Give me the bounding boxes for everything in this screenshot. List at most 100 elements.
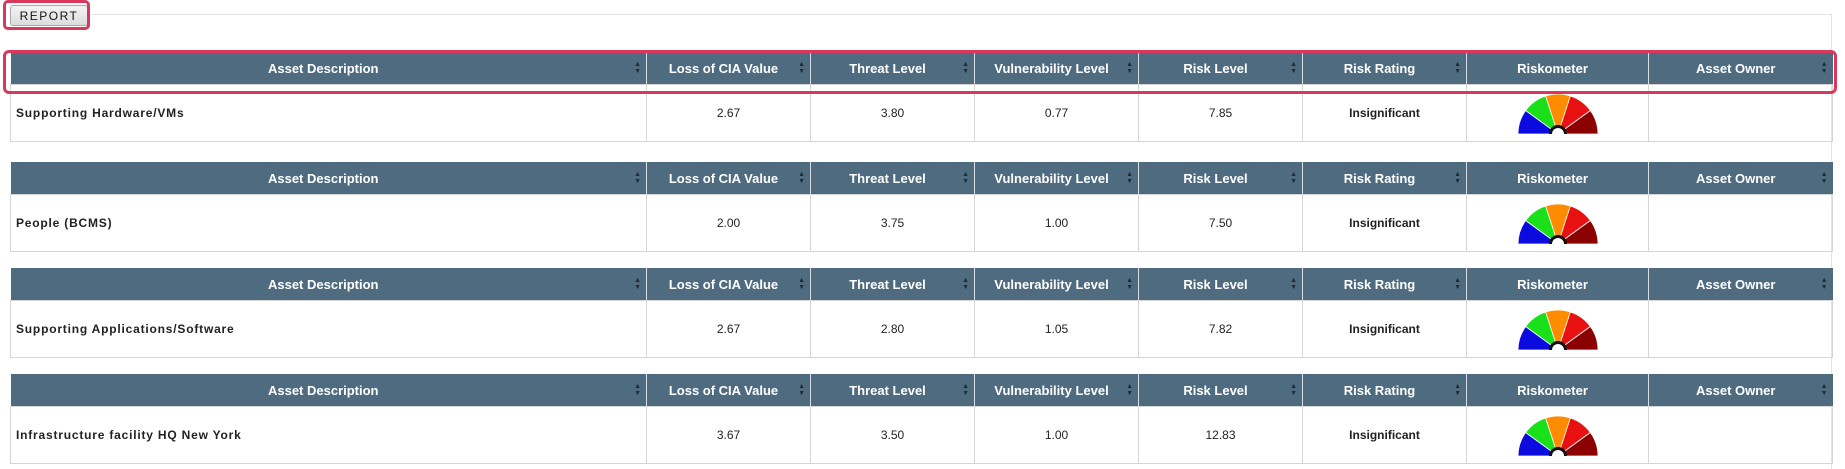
cia-value-cell: 3.67 [646, 406, 811, 464]
column-header-asset-owner[interactable]: Asset Owner ▲ ▼ [1648, 162, 1833, 195]
vulnerability-level-cell: 1.00 [974, 194, 1139, 252]
sort-arrows-icon[interactable]: ▲ ▼ [1126, 171, 1133, 185]
description-cell: Supporting Hardware/VMs [10, 84, 647, 142]
sort-arrows-icon[interactable]: ▲ ▼ [1820, 61, 1828, 75]
sort-arrows-icon[interactable]: ▲ ▼ [1454, 277, 1461, 291]
column-header-asset-owner[interactable]: Asset Owner ▲ ▼ [1648, 268, 1833, 301]
column-header-threat-level[interactable]: Threat Level ▲ ▼ [810, 162, 975, 195]
description-cell: Infrastructure facility HQ New York [10, 406, 647, 464]
sort-arrows-icon[interactable]: ▲ ▼ [1290, 61, 1297, 75]
column-header-label: Risk Level [1183, 60, 1248, 76]
column-header-label: Asset Description [267, 382, 379, 398]
column-header-threat-level[interactable]: Threat Level ▲ ▼ [810, 374, 975, 407]
column-header-risk-rating[interactable]: Risk Rating ▲ ▼ [1302, 52, 1467, 85]
riskometer-segment [1556, 219, 1598, 244]
sort-arrows-icon[interactable]: ▲ ▼ [634, 61, 641, 75]
riskometer-segment [1556, 109, 1598, 134]
risk-rating-cell: Insignificant [1302, 84, 1467, 142]
table-header-row: Asset Description ▲ ▼ Loss of CIA Value ▲ ▼ Th… [10, 52, 1833, 85]
column-header-label: Threat Level [849, 276, 926, 292]
risk-level-cell: 7.82 [1138, 300, 1303, 358]
sort-arrows-icon[interactable]: ▲ ▼ [798, 61, 805, 75]
column-header-risk-rating[interactable]: Risk Rating ▲ ▼ [1302, 162, 1467, 195]
riskometer-cell [1466, 300, 1649, 358]
column-header-label: Loss of CIA Value [668, 60, 779, 76]
report-button[interactable]: REPORT [10, 5, 88, 26]
riskometer-segment [1556, 431, 1598, 456]
cia-value-cell: 2.67 [646, 300, 811, 358]
sort-arrows-icon[interactable]: ▲ ▼ [634, 171, 641, 185]
column-header-asset-description[interactable]: Asset Description ▲ ▼ [10, 52, 647, 85]
column-header-label: Asset Owner [1696, 60, 1776, 76]
column-header-label: Risk Rating [1343, 276, 1416, 292]
column-header-loss-of-cia-value[interactable]: Loss of CIA Value ▲ ▼ [646, 374, 811, 407]
sort-arrows-icon[interactable]: ▲ ▼ [1820, 277, 1828, 291]
sort-arrows-icon[interactable]: ▲ ▼ [1126, 61, 1133, 75]
sort-arrows-icon[interactable]: ▲ ▼ [1290, 277, 1297, 291]
column-header-label: Risk Level [1183, 382, 1248, 398]
sort-arrows-icon[interactable]: ▲ ▼ [962, 383, 969, 397]
column-header-asset-owner[interactable]: Asset Owner ▲ ▼ [1648, 52, 1833, 85]
column-header-vulnerability-level[interactable]: Vulnerability Level ▲ ▼ [974, 374, 1139, 407]
column-header-label: Asset Owner [1696, 276, 1776, 292]
column-header-asset-description[interactable]: Asset Description ▲ ▼ [10, 374, 647, 407]
sort-arrows-icon[interactable]: ▲ ▼ [962, 171, 969, 185]
sort-arrows-icon[interactable]: ▲ ▼ [798, 383, 805, 397]
risk-rating-cell: Insignificant [1302, 300, 1467, 358]
description-cell: People (BCMS) [10, 194, 647, 252]
table-header-row: Asset Description ▲ ▼ Loss of CIA Value ▲ ▼ Th… [10, 374, 1833, 407]
riskometer-gauge [1517, 203, 1598, 244]
container-top-border [92, 14, 1832, 15]
sort-arrows-icon[interactable]: ▲ ▼ [1820, 171, 1828, 185]
vulnerability-level-cell: 1.00 [974, 406, 1139, 464]
sort-arrows-icon[interactable]: ▲ ▼ [1454, 383, 1461, 397]
vulnerability-level-cell: 1.05 [974, 300, 1139, 358]
sort-arrows-icon[interactable]: ▲ ▼ [1126, 277, 1133, 291]
column-header-risk-rating[interactable]: Risk Rating ▲ ▼ [1302, 268, 1467, 301]
sort-arrows-icon[interactable]: ▲ ▼ [634, 383, 641, 397]
sort-arrows-icon[interactable]: ▲ ▼ [962, 277, 969, 291]
sort-arrows-icon[interactable]: ▲ ▼ [634, 277, 641, 291]
cia-value-cell: 2.67 [646, 84, 811, 142]
asset-owner-cell [1648, 300, 1833, 358]
column-header-loss-of-cia-value[interactable]: Loss of CIA Value ▲ ▼ [646, 52, 811, 85]
column-header-label: Risk Level [1183, 276, 1248, 292]
column-header-asset-description[interactable]: Asset Description ▲ ▼ [10, 268, 647, 301]
column-header-vulnerability-level[interactable]: Vulnerability Level ▲ ▼ [974, 52, 1139, 85]
column-header-riskometer: Riskometer [1466, 268, 1649, 301]
column-header-vulnerability-level[interactable]: Vulnerability Level ▲ ▼ [974, 162, 1139, 195]
column-header-loss-of-cia-value[interactable]: Loss of CIA Value ▲ ▼ [646, 268, 811, 301]
cia-value-cell: 2.00 [646, 194, 811, 252]
column-header-risk-level[interactable]: Risk Level ▲ ▼ [1138, 268, 1303, 301]
column-header-risk-rating[interactable]: Risk Rating ▲ ▼ [1302, 374, 1467, 407]
column-header-label: Threat Level [849, 60, 926, 76]
column-header-asset-owner[interactable]: Asset Owner ▲ ▼ [1648, 374, 1833, 407]
description-cell: Supporting Applications/Software [10, 300, 647, 358]
column-header-loss-of-cia-value[interactable]: Loss of CIA Value ▲ ▼ [646, 162, 811, 195]
sort-arrows-icon[interactable]: ▲ ▼ [798, 171, 805, 185]
column-header-risk-level[interactable]: Risk Level ▲ ▼ [1138, 52, 1303, 85]
column-header-threat-level[interactable]: Threat Level ▲ ▼ [810, 52, 975, 85]
column-header-label: Vulnerability Level [994, 382, 1109, 398]
column-header-label: Asset Owner [1696, 382, 1776, 398]
sort-arrows-icon[interactable]: ▲ ▼ [1290, 171, 1297, 185]
sort-arrows-icon[interactable]: ▲ ▼ [1454, 61, 1461, 75]
column-header-label: Risk Rating [1343, 60, 1416, 76]
column-header-risk-level[interactable]: Risk Level ▲ ▼ [1138, 162, 1303, 195]
risk-rating-cell: Insignificant [1302, 194, 1467, 252]
column-header-label: Asset Description [267, 170, 379, 186]
asset-owner-cell [1648, 406, 1833, 464]
sort-arrows-icon[interactable]: ▲ ▼ [1126, 383, 1133, 397]
column-header-vulnerability-level[interactable]: Vulnerability Level ▲ ▼ [974, 268, 1139, 301]
sort-arrows-icon[interactable]: ▲ ▼ [1454, 171, 1461, 185]
risk-level-cell: 7.85 [1138, 84, 1303, 142]
column-header-threat-level[interactable]: Threat Level ▲ ▼ [810, 268, 975, 301]
riskometer-hub-inner [1551, 238, 1564, 244]
sort-arrows-icon[interactable]: ▲ ▼ [962, 61, 969, 75]
column-header-asset-description[interactable]: Asset Description ▲ ▼ [10, 162, 647, 195]
asset-table: Asset Description ▲ ▼ Loss of CIA Value ▲ ▼ Th… [10, 268, 1833, 358]
column-header-risk-level[interactable]: Risk Level ▲ ▼ [1138, 374, 1303, 407]
sort-arrows-icon[interactable]: ▲ ▼ [798, 277, 805, 291]
sort-arrows-icon[interactable]: ▲ ▼ [1820, 383, 1828, 397]
sort-arrows-icon[interactable]: ▲ ▼ [1290, 383, 1297, 397]
